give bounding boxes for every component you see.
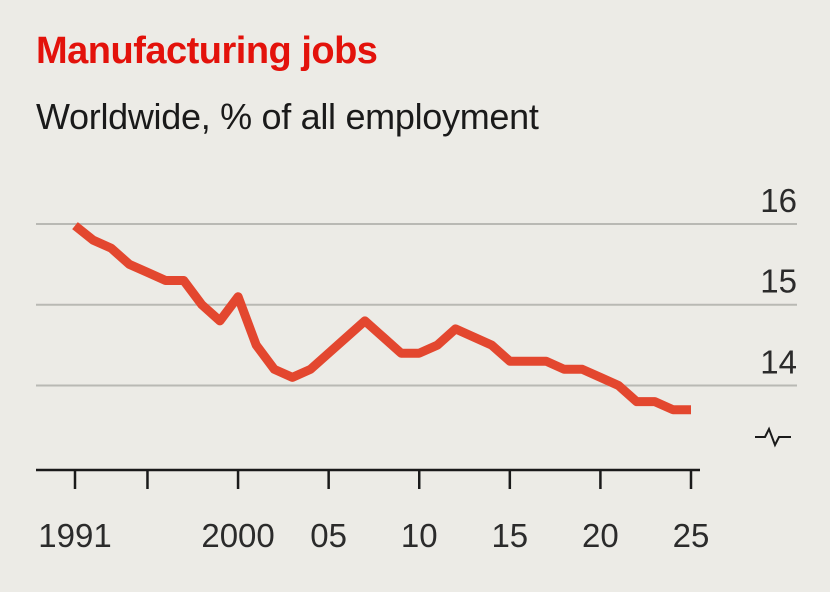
x-tick-label-10: 10 xyxy=(401,517,438,554)
y-tick-label-14: 14 xyxy=(760,343,797,380)
x-tick-label-2000: 2000 xyxy=(201,517,274,554)
series-line-0 xyxy=(72,222,691,415)
x-tick-label-25: 25 xyxy=(673,517,710,554)
x-axis: 1991 2000 05 10 15 20 25 xyxy=(36,468,710,554)
series-lines xyxy=(72,222,691,415)
chart-title: Manufacturing jobs xyxy=(36,30,378,72)
y-axis-break-icon xyxy=(755,426,791,448)
gridlines xyxy=(36,223,797,387)
x-tick-label-1991: 1991 xyxy=(38,517,111,554)
x-tick-label-20: 20 xyxy=(582,517,619,554)
y-axis-labels: 16 15 14 xyxy=(760,182,797,380)
x-tick-label-05: 05 xyxy=(310,517,347,554)
y-tick-label-16: 16 xyxy=(760,182,797,219)
x-tick-label-15: 15 xyxy=(491,517,528,554)
y-tick-label-15: 15 xyxy=(760,263,797,300)
chart-subtitle: Worldwide, % of all employment xyxy=(36,96,539,137)
